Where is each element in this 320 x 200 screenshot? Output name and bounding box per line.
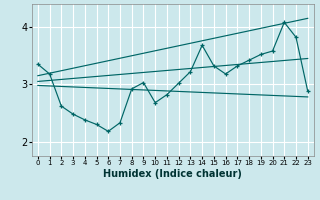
X-axis label: Humidex (Indice chaleur): Humidex (Indice chaleur) — [103, 169, 242, 179]
